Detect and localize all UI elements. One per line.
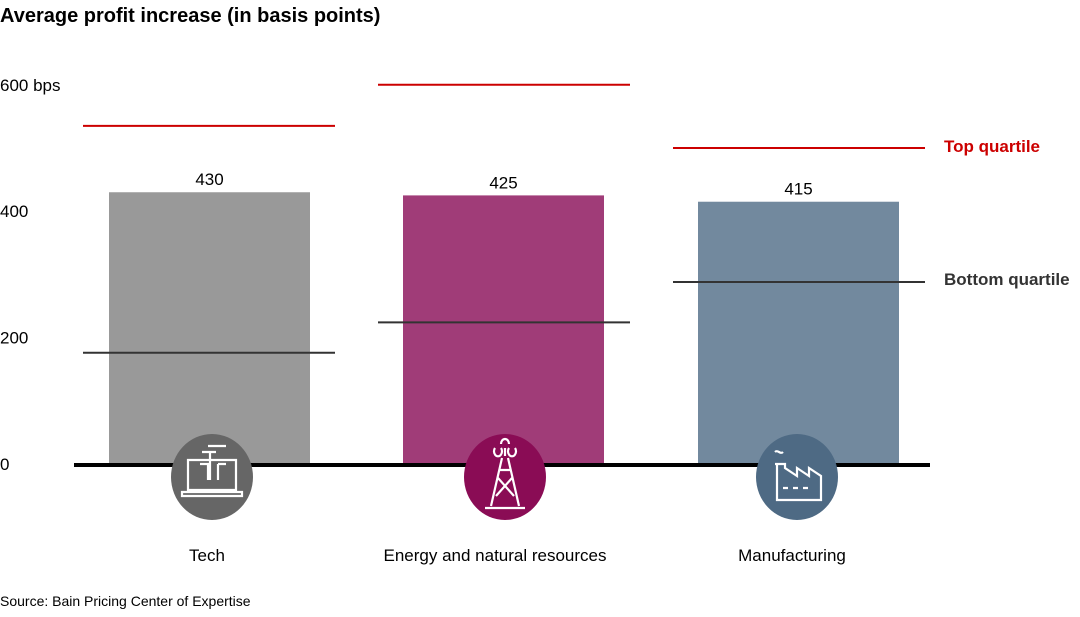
bottom-quartile-label: Bottom quartile <box>944 270 1070 289</box>
icon-glyph <box>180 444 244 498</box>
bar <box>698 201 899 464</box>
icon-circle <box>171 434 253 520</box>
bar-value-label: 430 <box>195 170 223 189</box>
bar-value-label: 415 <box>784 180 812 199</box>
category-label: Tech <box>189 546 225 565</box>
icon-circle <box>464 434 546 520</box>
icon-glyph <box>485 437 525 510</box>
bar-value-label: 425 <box>489 173 517 192</box>
y-tick-label: 600 bps <box>0 76 61 95</box>
source-note: Source: Bain Pricing Center of Expertise <box>0 593 251 609</box>
y-tick-label: 400 <box>0 202 28 221</box>
category-label: Energy and natural resources <box>383 546 606 565</box>
y-tick-label: 200 <box>0 329 28 348</box>
category-label: Manufacturing <box>738 546 846 565</box>
bar <box>109 192 310 465</box>
icon-glyph <box>774 450 823 502</box>
bar <box>403 195 604 464</box>
chart-title: Average profit increase (in basis points… <box>0 5 380 27</box>
y-tick-label: 0 <box>0 455 9 474</box>
oil-derrick-icon <box>464 434 546 520</box>
laptop-icon <box>171 434 253 520</box>
factory-icon <box>756 434 838 520</box>
top-quartile-label: Top quartile <box>944 137 1040 156</box>
